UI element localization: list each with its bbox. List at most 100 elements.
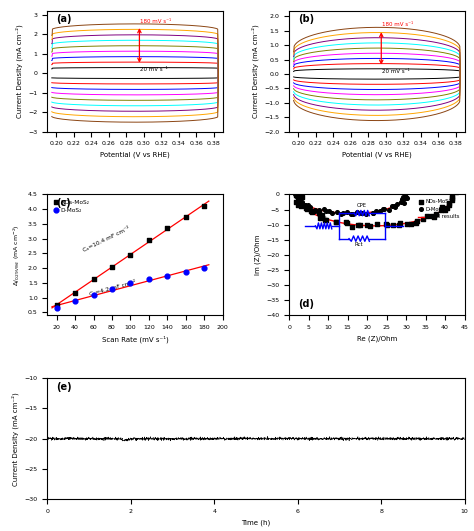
- NDs-MoS2: [308, 207, 315, 215]
- D-MoS2: [291, 190, 299, 199]
- NDs-MoS2: [292, 191, 300, 199]
- Legend: NDs-MoS₂, D-MoS₂: NDs-MoS₂, D-MoS₂: [50, 198, 91, 215]
- NDs-MoS₂: [201, 202, 208, 210]
- D-MoS2: [347, 209, 355, 218]
- D-MoS2: [303, 203, 311, 211]
- NDs-MoS2: [445, 198, 453, 207]
- NDs-MoS2: [383, 221, 391, 229]
- Text: 180 mV s⁻¹: 180 mV s⁻¹: [382, 22, 413, 28]
- NDs-MoS2: [315, 209, 323, 217]
- NDs-MoS₂: [108, 262, 116, 271]
- D-MoS2: [294, 199, 301, 207]
- NDs-MoS2: [308, 208, 316, 217]
- D-MoS2: [401, 199, 408, 208]
- Text: (c): (c): [56, 198, 71, 208]
- NDs-MoS₂: [164, 224, 171, 233]
- D-MoS2: [311, 207, 319, 216]
- NDs-MoS2: [363, 221, 371, 229]
- Y-axis label: Current Density (mA cm⁻²): Current Density (mA cm⁻²): [15, 24, 23, 118]
- D-MoS2: [298, 198, 305, 206]
- NDs-MoS2: [432, 209, 440, 218]
- NDs-MoS2: [332, 218, 339, 227]
- D-MoS2: [393, 200, 401, 208]
- NDs-MoS2: [413, 217, 420, 226]
- NDs-MoS2: [428, 212, 436, 221]
- X-axis label: Time (h): Time (h): [241, 519, 271, 526]
- D-MoS2: [353, 208, 361, 217]
- NDs-MoS₂: [71, 289, 79, 297]
- NDs-MoS2: [441, 205, 448, 214]
- NDs-MoS2: [295, 193, 303, 202]
- NDs-MoS2: [397, 218, 404, 227]
- NDs-MoS2: [438, 203, 446, 212]
- Text: (b): (b): [298, 14, 314, 24]
- NDs-MoS2: [445, 201, 453, 209]
- Fitted results: [345, 220, 350, 227]
- Text: (a): (a): [56, 14, 72, 24]
- D-MoS2: [320, 205, 328, 213]
- D-MoS2: [294, 193, 302, 201]
- D-MoS2: [376, 207, 383, 216]
- NDs-MoS₂: [53, 301, 60, 309]
- NDs-MoS2: [430, 213, 438, 221]
- D-MoS2: [349, 210, 357, 219]
- Y-axis label: Current Density (mA cm⁻²): Current Density (mA cm⁻²): [11, 392, 19, 485]
- NDs-MoS2: [448, 196, 456, 204]
- Fitted results: [297, 200, 303, 207]
- D-MoS2: [399, 193, 407, 202]
- NDs-MoS2: [318, 210, 326, 219]
- D-MoS2: [401, 194, 409, 202]
- D-MoS2: [373, 207, 380, 215]
- D-MoS2: [294, 196, 301, 204]
- X-axis label: Potential (V vs RHE): Potential (V vs RHE): [342, 152, 412, 158]
- D-MoS2: [397, 198, 405, 206]
- D-MoS₂: [90, 290, 97, 299]
- X-axis label: Scan Rate (mV s⁻¹): Scan Rate (mV s⁻¹): [101, 336, 168, 343]
- D-MoS₂: [127, 279, 134, 288]
- D-MoS2: [401, 190, 409, 199]
- D-MoS2: [369, 209, 376, 217]
- D-MoS₂: [182, 268, 190, 276]
- D-MoS2: [307, 203, 314, 211]
- D-MoS2: [301, 200, 309, 209]
- D-MoS2: [402, 193, 410, 201]
- NDs-MoS2: [317, 214, 324, 222]
- D-MoS2: [380, 204, 387, 213]
- Text: 20 mV s⁻¹: 20 mV s⁻¹: [382, 68, 410, 73]
- D-MoS2: [292, 192, 300, 200]
- D-MoS2: [293, 191, 301, 199]
- NDs-MoS2: [342, 218, 349, 226]
- Y-axis label: Im (Z)/Ohm: Im (Z)/Ohm: [255, 235, 261, 275]
- D-MoS2: [301, 200, 309, 209]
- NDs-MoS2: [294, 201, 301, 209]
- D-MoS2: [369, 209, 377, 217]
- D-MoS2: [328, 209, 336, 217]
- NDs-MoS2: [298, 193, 306, 202]
- NDs-MoS2: [412, 218, 420, 227]
- NDs-MoS2: [348, 222, 356, 231]
- Fitted results: [349, 221, 355, 228]
- D-MoS2: [343, 208, 351, 217]
- D-MoS2: [399, 194, 406, 203]
- NDs-MoS2: [298, 202, 305, 211]
- Text: 180 mV s⁻¹: 180 mV s⁻¹: [140, 19, 172, 24]
- NDs-MoS2: [419, 215, 427, 224]
- D-MoS₂: [201, 264, 208, 272]
- D-MoS2: [398, 198, 406, 207]
- D-MoS2: [337, 210, 345, 219]
- NDs-MoS2: [302, 204, 310, 212]
- NDs-MoS2: [303, 205, 310, 213]
- X-axis label: Re (Z)/Ohm: Re (Z)/Ohm: [357, 336, 397, 342]
- Fitted results: [373, 222, 378, 229]
- NDs-MoS₂: [145, 236, 153, 244]
- NDs-MoS2: [354, 220, 362, 229]
- NDs-MoS2: [389, 221, 396, 230]
- D-MoS₂: [53, 304, 60, 312]
- D-MoS2: [403, 193, 410, 202]
- Line: Fitted results: Fitted results: [297, 194, 453, 226]
- NDs-MoS2: [321, 216, 329, 224]
- NDs-MoS2: [448, 192, 456, 200]
- NDs-MoS2: [408, 219, 415, 228]
- D-MoS₂: [71, 297, 79, 305]
- NDs-MoS₂: [182, 212, 190, 221]
